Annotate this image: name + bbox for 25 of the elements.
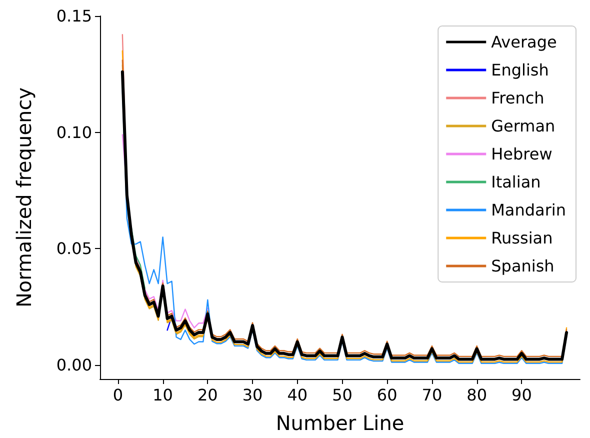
x-tick-label: 20 <box>197 386 218 404</box>
legend-label: Russian <box>491 228 553 248</box>
legend-label: Spanish <box>491 256 554 276</box>
x-tick-label: 0 <box>112 386 124 404</box>
legend-label: French <box>491 88 544 108</box>
y-tick-label: 0.10 <box>56 122 92 142</box>
y-tick-label: 0.05 <box>56 239 92 258</box>
x-tick-label: 70 <box>422 386 442 404</box>
x-tick-label: 90 <box>512 386 532 404</box>
legend-label: Average <box>491 32 557 52</box>
x-tick-label: 60 <box>376 386 398 404</box>
x-tick-label: 30 <box>242 386 263 404</box>
y-tick-label: 0.15 <box>56 6 92 26</box>
legend-label: Italian <box>491 172 541 192</box>
x-tick-label: 50 <box>332 386 352 404</box>
y-axis-title: Normalized frequency <box>12 87 36 308</box>
legend-label: German <box>491 116 556 136</box>
x-axis-title: Number Line <box>276 411 404 435</box>
legend-label: Mandarin <box>491 200 566 220</box>
legend-label: Hebrew <box>491 144 552 164</box>
x-tick-label: 10 <box>152 386 173 404</box>
y-tick-label: 0.00 <box>56 356 92 375</box>
x-tick-label: 40 <box>287 386 308 404</box>
x-tick-label: 80 <box>466 386 487 404</box>
legend-label: English <box>491 60 549 80</box>
